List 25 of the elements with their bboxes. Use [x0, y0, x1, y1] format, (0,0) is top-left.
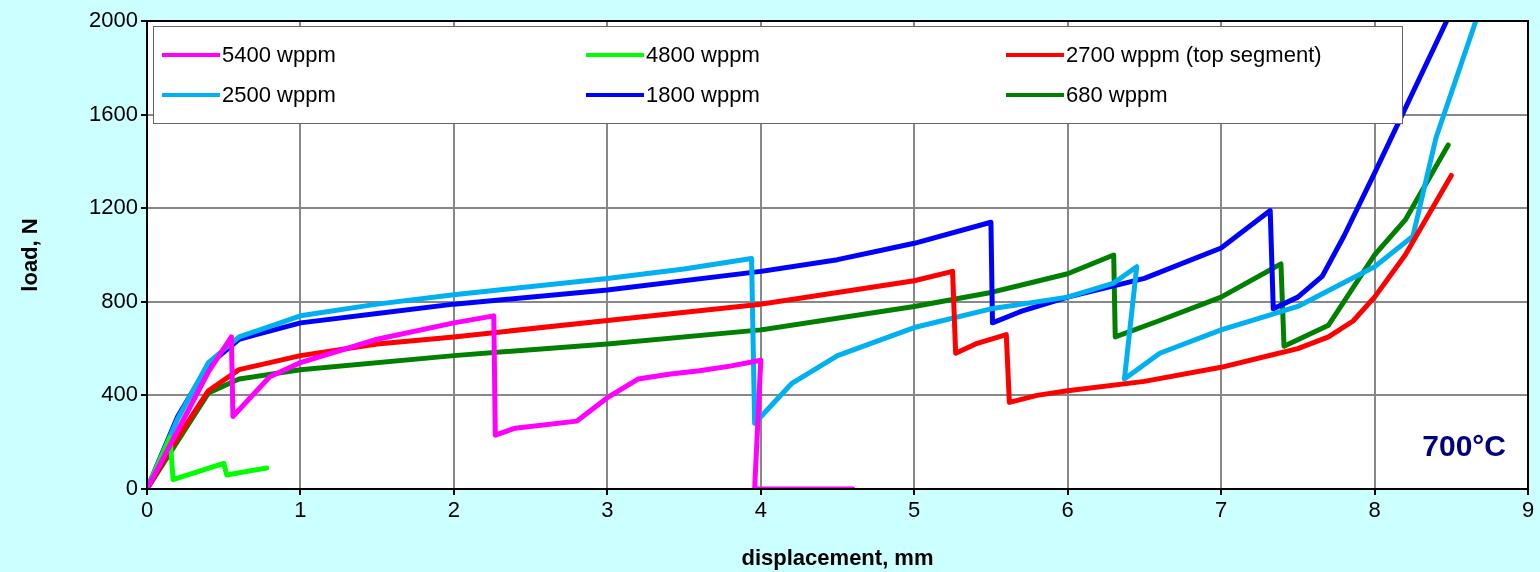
x-axis-title: displacement, mm: [741, 544, 934, 570]
y-tick-label: 400: [101, 381, 138, 407]
x-tick-label: 7: [1214, 497, 1228, 523]
legend-label: 2500 wppm: [222, 82, 336, 109]
legend-label: 2700 wppm (top segment): [1066, 41, 1322, 68]
x-tick-label: 9: [1521, 497, 1535, 523]
x-tick-label: 1: [294, 497, 307, 523]
x-tick-label: 2: [447, 497, 461, 523]
x-tick-label: 0: [140, 497, 154, 523]
x-tick-label: 6: [1061, 497, 1074, 523]
x-tick-label: 3: [601, 497, 614, 523]
legend-label: 680 wppm: [1066, 82, 1168, 109]
annotation: 700°C: [1422, 429, 1506, 463]
x-tick-label: 5: [908, 497, 921, 523]
y-axis-title: load, N: [17, 218, 43, 292]
y-tick-label: 1200: [89, 194, 138, 220]
y-tick-label: 2000: [89, 7, 138, 33]
y-tick-label: 0: [125, 475, 138, 501]
y-tick-label: 800: [101, 287, 138, 313]
legend-label: 1800 wppm: [646, 82, 760, 109]
legend-label: 4800 wppm: [646, 41, 760, 68]
y-tick-label: 1600: [89, 100, 138, 126]
legend-label: 5400 wppm: [222, 41, 336, 68]
x-tick-label: 4: [754, 497, 767, 523]
x-tick-label: 8: [1368, 497, 1381, 523]
